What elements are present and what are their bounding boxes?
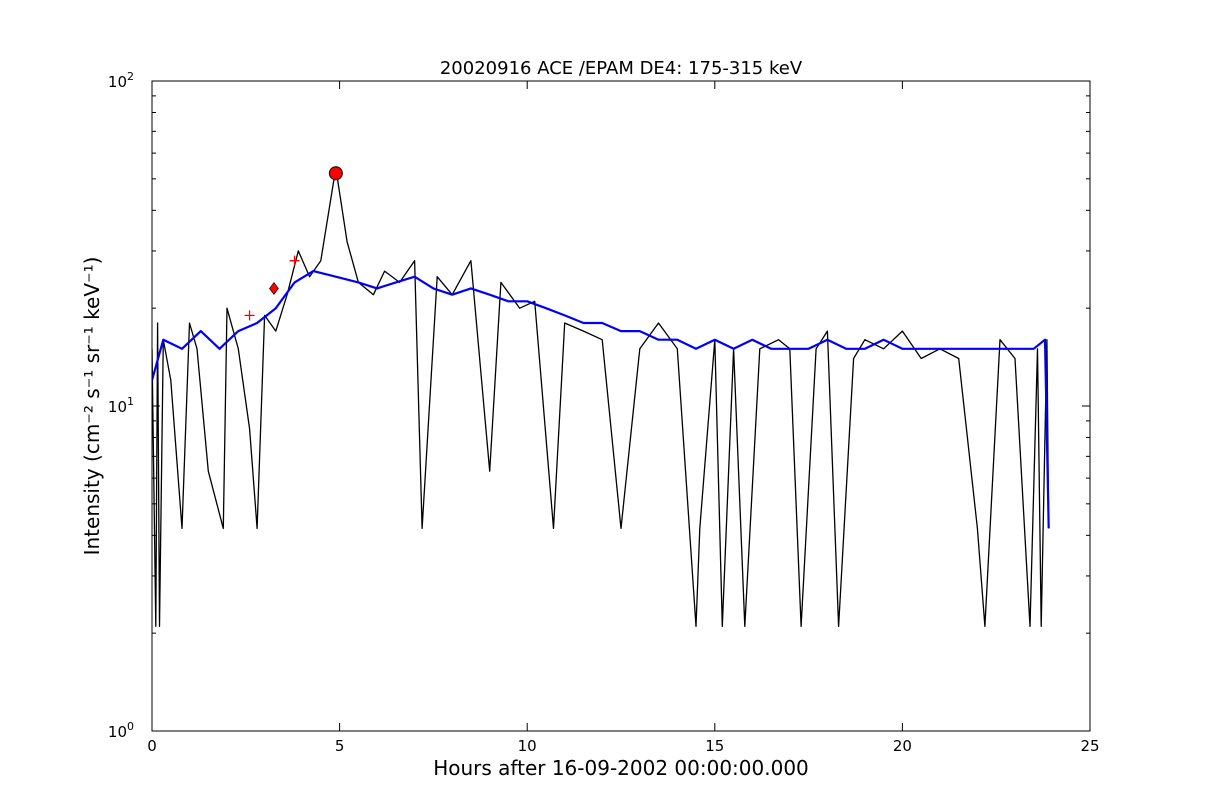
x-tick-label: 10 (518, 737, 537, 755)
series-layer (152, 167, 1050, 627)
marker-plus-0 (244, 310, 255, 321)
x-tick-label: 25 (1080, 737, 1099, 755)
marker-plus-2 (289, 255, 300, 266)
y-tick-label: 101 (108, 395, 134, 416)
x-tick-label: 15 (705, 737, 724, 755)
marker-layer (244, 166, 343, 321)
x-tick-label: 0 (147, 737, 157, 755)
x-tick-label: 20 (893, 737, 912, 755)
series-line-1 (152, 167, 1050, 627)
y-axis-label: Intensity (cm⁻² s⁻¹ sr⁻¹ keV⁻¹) (80, 257, 104, 556)
chart-title: 20020916 ACE /EPAM DE4: 175-315 keV (440, 58, 803, 79)
y-tick-label: 102 (108, 70, 134, 91)
tick-layer: 0 5 10 15 20 25 100 101 102 (108, 70, 1100, 755)
x-tick-label: 5 (335, 737, 345, 755)
y-tick-label: 100 (108, 720, 134, 741)
plot-frame (151, 80, 1091, 732)
x-axis-label: Hours after 16-09-2002 00:00:00.000 (433, 756, 809, 780)
marker-circle-3 (328, 166, 343, 181)
series-line-2 (152, 270, 1050, 529)
marker-diamond-1 (269, 281, 279, 295)
